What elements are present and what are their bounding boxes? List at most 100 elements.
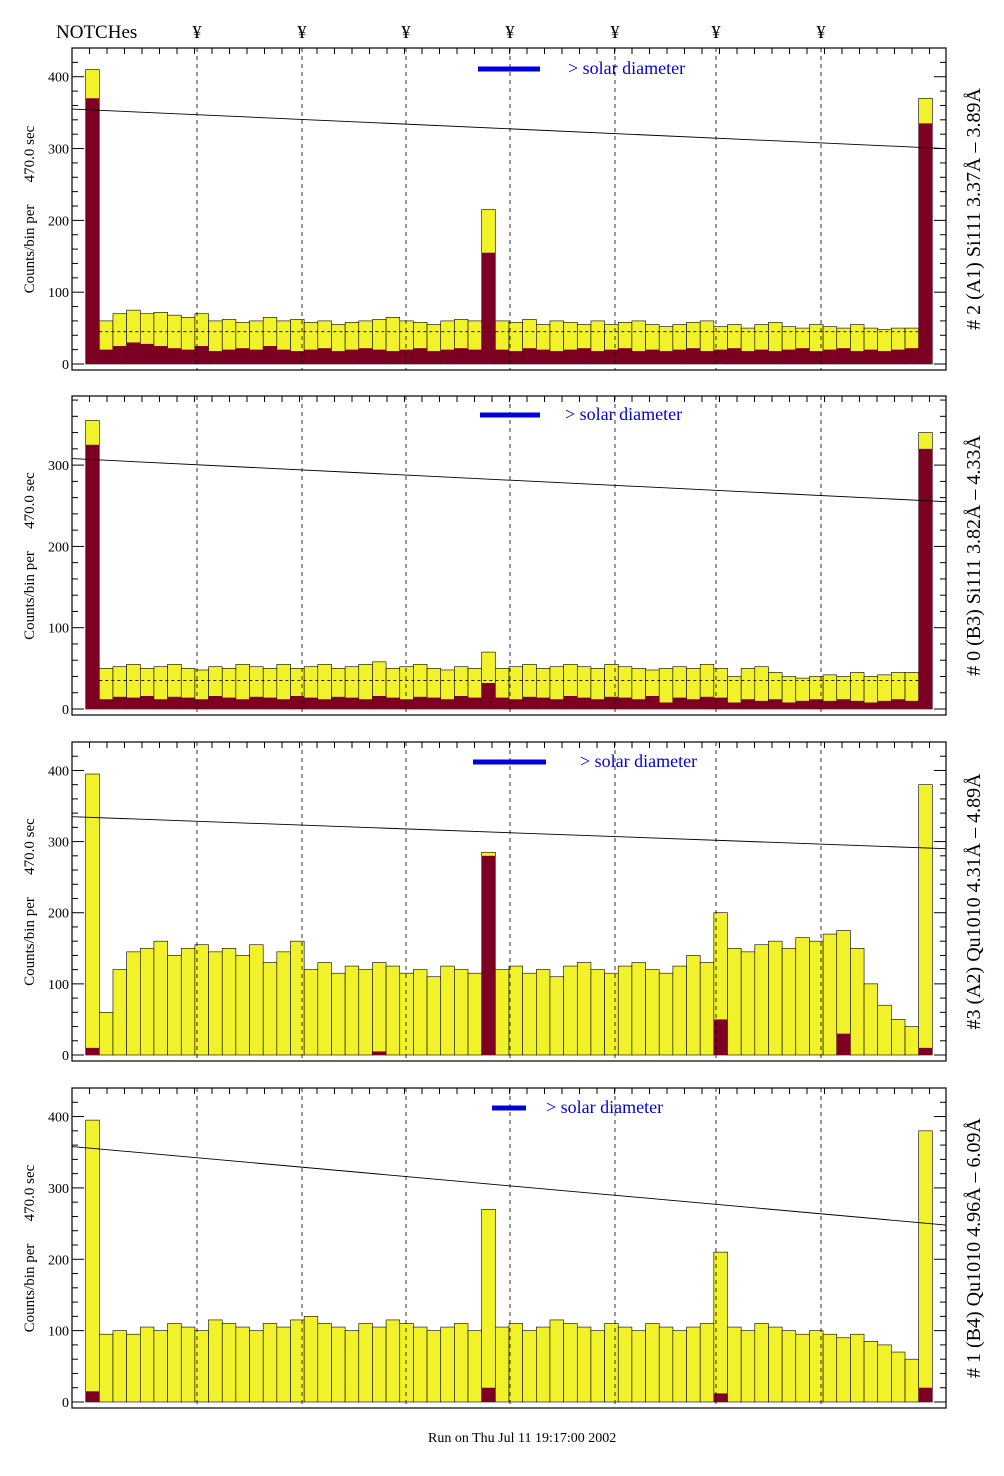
red-bar [85,444,100,709]
y-axis-exposure: 470.0 sec [22,1164,38,1221]
y-tick-label: 400 [48,71,69,86]
y-tick-label: 0 [62,1396,69,1411]
red-bar [918,1387,933,1402]
yellow-bar [877,1344,892,1403]
yellow-bar [508,965,523,1056]
notch-marker: ¥ [193,22,202,42]
y-axis-label: Counts/bin per [22,897,38,986]
yellow-bar [331,972,346,1056]
yellow-bar [631,1330,646,1403]
notch-marker: ¥ [402,22,411,42]
red-bar [864,702,878,709]
y-axis-label: Counts/bin per [22,1244,38,1333]
yellow-bar [358,1323,373,1403]
yellow-bar [549,1319,564,1403]
red-bar [358,348,373,364]
red-bar [727,348,742,364]
red-bar [891,349,906,364]
red-bar [386,697,400,709]
red-bar [631,351,646,364]
yellow-bar [262,1323,278,1403]
notch-marker: ¥ [298,22,307,42]
red-bar [481,855,496,1055]
red-bar [536,697,550,709]
red-bar [877,700,892,709]
red-bar [249,696,264,709]
yellow-bar [918,1130,933,1403]
y-tick-label: 300 [48,1182,69,1197]
yellow-bar [481,1209,496,1403]
red-bar [768,351,783,364]
yellow-bar [358,969,373,1056]
yellow-bar [508,1323,523,1403]
yellow-bar [139,1326,155,1403]
red-bar [140,343,154,364]
yellow-bar [344,965,360,1056]
y-tick-label: 400 [48,764,69,779]
yellow-bar [727,1326,742,1403]
red-bar [782,349,796,364]
yellow-bar [740,1330,756,1403]
red-bar [468,349,482,364]
panel-1: 0 100 200 300 Counts/bin per 470.0 sec # 0 (B3… [22,395,985,718]
red-bar [686,348,701,364]
red-bar [577,348,591,364]
yellow-bar [317,962,332,1056]
yellow-bar [536,969,551,1056]
red-bar [317,348,332,364]
red-bar [263,346,277,364]
yellow-bar [208,951,223,1056]
y-tick-label: 100 [48,286,69,301]
red-bar [686,699,701,709]
yellow-bar [180,947,196,1056]
red-bar [795,700,810,709]
red-bar [563,695,578,709]
yellow-bar [699,962,715,1056]
y-tick-label: 300 [48,836,69,851]
red-bar [713,1019,728,1055]
red-bar [235,699,250,709]
notch-marker: ¥ [712,22,721,42]
yellow-bar [249,1330,264,1403]
red-bar [222,349,236,364]
yellow-bar [112,1330,127,1403]
yellow-bar [180,1326,196,1403]
red-bar [877,351,892,364]
red-bar [235,348,250,364]
yellow-bar [904,1358,919,1403]
yellow-bar [891,1019,906,1056]
yellow-bar [153,1330,168,1403]
y-axis-exposure: 470.0 sec [22,472,38,529]
yellow-bar [699,1323,715,1403]
red-bar [153,346,168,364]
yellow-bar [303,969,319,1056]
red-bar [481,252,496,364]
red-bar [864,349,878,364]
red-bar [522,348,537,364]
y-tick-label: 200 [48,1253,69,1268]
yellow-bar [262,962,278,1056]
yellow-bar [372,962,387,1056]
yellow-bar [167,955,182,1056]
red-bar [604,696,619,709]
legend-label: > solar diameter [565,404,682,424]
notch-marker: ¥ [611,22,620,42]
notch-marker: ¥ [817,22,826,42]
red-bar [140,695,154,709]
red-bar [358,699,373,709]
red-bar [126,342,141,364]
red-bar [167,348,182,364]
panel-title: # 1 (B4) Qu1010 4.96Å – 6.09Å [963,1117,985,1378]
red-bar [741,351,755,364]
yellow-bar [221,947,237,1056]
yellow-bar [863,983,879,1056]
red-bar [782,702,796,709]
red-bar [536,349,550,364]
y-axis-label: Counts/bin per [22,205,38,294]
yellow-bar [576,962,592,1056]
red-bar [577,697,591,709]
y-tick-label: 0 [62,1049,69,1064]
red-bar [509,351,523,364]
